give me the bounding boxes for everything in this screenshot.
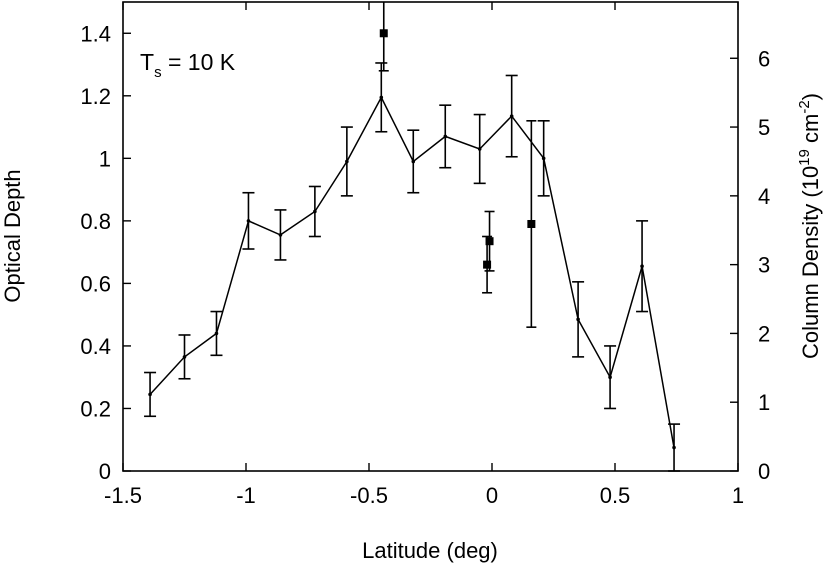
y-tick-label: 0.6 <box>80 271 111 296</box>
series-line-path <box>149 95 675 448</box>
data-point <box>345 159 349 164</box>
series-squares <box>378 2 537 328</box>
y-axis-ticks: 0 0.2 0.4 0.6 0.8 1 1.2 1.4 <box>80 21 131 484</box>
data-point <box>576 317 580 322</box>
data-point <box>411 159 416 164</box>
data-point <box>541 156 546 161</box>
x-axis-ticks: -1.5 -1 -0.5 0 0.5 1 <box>104 2 744 508</box>
data-point <box>477 147 482 151</box>
data-point <box>640 264 644 269</box>
x-tick-label: 1 <box>732 483 744 508</box>
x-tick-label: 0.5 <box>600 483 631 508</box>
data-point <box>509 114 514 118</box>
y2-tick-label: 5 <box>758 115 770 140</box>
data-point <box>148 392 152 397</box>
y2-tick-label: 4 <box>758 184 770 209</box>
temperature-annotation: Ts = 10 K <box>140 49 236 81</box>
data-point-square <box>379 29 388 38</box>
data-point <box>182 355 187 359</box>
y-axis-label: Optical Depth <box>0 169 25 302</box>
data-point <box>379 95 384 100</box>
plot-frame <box>122 1 739 472</box>
x-tick-label: -0.5 <box>350 483 388 508</box>
data-point <box>214 331 219 336</box>
series-line <box>144 62 681 472</box>
plot-border <box>122 1 739 472</box>
y2-tick-label: 2 <box>758 321 770 346</box>
data-point-square <box>483 260 492 269</box>
y-tick-label: 1 <box>99 146 111 171</box>
y-tick-label: 0.8 <box>80 209 111 234</box>
y2-tick-label: 1 <box>758 390 770 415</box>
y2-tick-label: 0 <box>758 459 770 484</box>
data-point-square <box>527 219 536 228</box>
data-point <box>278 233 283 237</box>
data-point <box>608 375 612 380</box>
data-point <box>313 209 317 214</box>
y-tick-label: 0.2 <box>80 396 111 421</box>
y-tick-label: 0 <box>99 459 111 484</box>
y-tick-label: 1.2 <box>80 84 111 109</box>
x-tick-label: -1 <box>236 483 256 508</box>
y2-axis-label: Column Density (1019 cm-2) <box>796 93 823 359</box>
data-point <box>246 219 251 223</box>
y-tick-label: 1.4 <box>80 21 111 46</box>
y2-tick-label: 3 <box>758 253 770 278</box>
data-point <box>443 134 448 139</box>
y2-tick-label: 6 <box>758 46 770 71</box>
y-tick-label: 0.4 <box>80 334 111 359</box>
x-tick-label: 0 <box>486 483 498 508</box>
y2-axis-ticks: 0 1 2 3 4 5 6 <box>730 46 770 484</box>
x-tick-label: -1.5 <box>104 483 142 508</box>
x-axis-label: Latitude (deg) <box>362 538 498 563</box>
data-point-square <box>485 237 494 246</box>
data-point <box>672 445 676 450</box>
